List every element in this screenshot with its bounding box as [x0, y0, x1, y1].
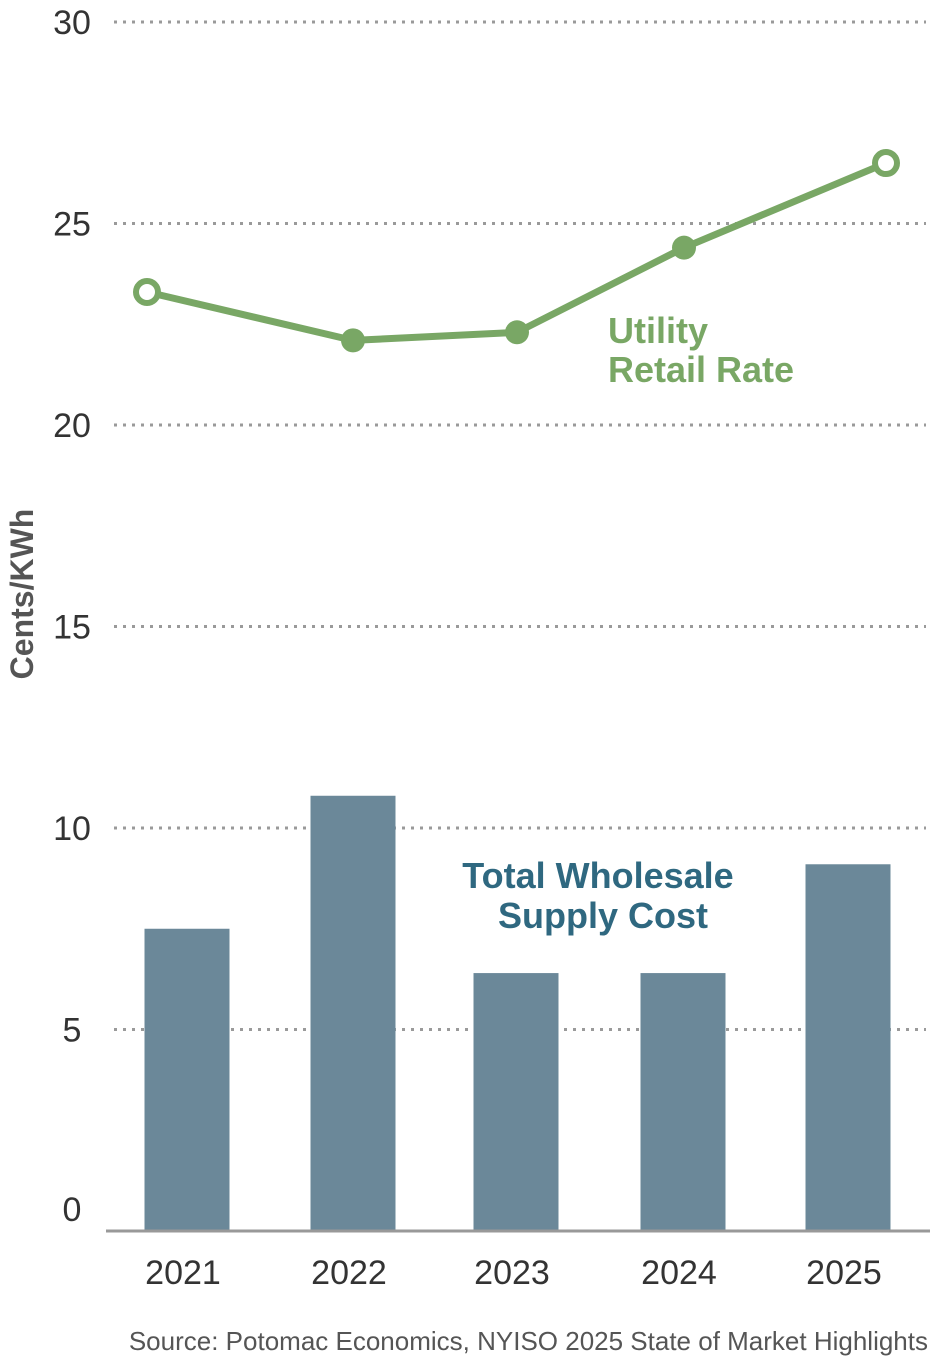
- x-tick-label: 2021: [145, 1254, 221, 1292]
- line-point: [133, 278, 161, 307]
- gridlines: [114, 20, 926, 1031]
- line-point: [672, 235, 696, 260]
- y-tick-label: 10: [53, 810, 91, 848]
- x-tick-label: 2024: [641, 1254, 717, 1292]
- line-series-label-line-1: Utility: [608, 310, 708, 351]
- bar: [473, 973, 559, 1231]
- line-series-label-line-2: Retail Rate: [608, 349, 794, 390]
- y-tick-label: 15: [53, 609, 91, 647]
- x-tick-label: 2023: [474, 1254, 550, 1292]
- x-tick-labels: 2021 2022 2023 2024 2025: [145, 1254, 882, 1292]
- y-tick-label: 25: [53, 206, 91, 244]
- x-tick-label: 2022: [311, 1254, 387, 1292]
- line-point: [872, 149, 900, 178]
- y-tick-labels: 0 5 10 15 20 25 30: [53, 4, 91, 1229]
- bar-series-label-line-1: Total Wholesale: [462, 855, 733, 896]
- bar-series: [144, 795, 891, 1231]
- bar: [640, 973, 726, 1231]
- y-axis-title: Cents/KWh: [4, 509, 40, 680]
- bar: [310, 795, 396, 1231]
- y-tick-label: 5: [63, 1012, 82, 1050]
- line-point: [341, 328, 365, 353]
- x-tick-label: 2025: [806, 1254, 882, 1292]
- bar-series-label: Total Wholesale Supply Cost: [462, 855, 743, 936]
- y-tick-label: 30: [53, 4, 91, 42]
- bar: [805, 864, 891, 1231]
- bar: [144, 928, 230, 1231]
- line-series-label: Utility Retail Rate: [608, 310, 794, 390]
- y-tick-label: 0: [63, 1191, 82, 1229]
- bar-series-label-line-2: Supply Cost: [498, 895, 708, 936]
- source-note: Source: Potomac Economics, NYISO 2025 St…: [129, 1326, 928, 1356]
- y-tick-label: 20: [53, 407, 91, 445]
- line-path: [143, 159, 890, 344]
- line-series: [133, 149, 900, 353]
- line-point: [505, 320, 529, 345]
